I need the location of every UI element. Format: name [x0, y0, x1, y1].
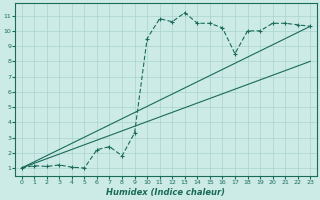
X-axis label: Humidex (Indice chaleur): Humidex (Indice chaleur)	[107, 188, 226, 197]
